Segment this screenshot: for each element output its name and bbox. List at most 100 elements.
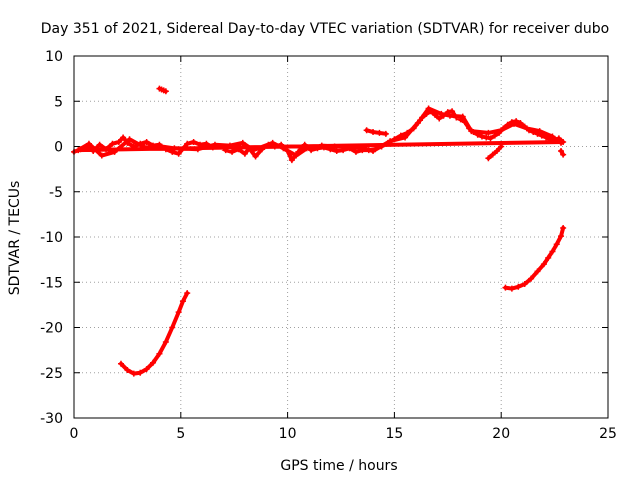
data-point xyxy=(126,136,133,143)
data-point xyxy=(301,141,308,148)
data-point xyxy=(402,134,409,141)
y-tick-label: -5 xyxy=(49,185,63,201)
data-point xyxy=(365,147,372,154)
data-point xyxy=(331,143,338,150)
y-tick-label: 10 xyxy=(45,49,63,65)
data-point xyxy=(555,135,562,142)
y-axis-label: SDTVAR / TECUs xyxy=(7,181,23,296)
data-point xyxy=(90,148,97,155)
data-point xyxy=(485,129,492,136)
data-point xyxy=(252,153,259,160)
data-point xyxy=(308,147,315,154)
data-point xyxy=(340,147,347,154)
data-point xyxy=(280,145,287,152)
data-point xyxy=(417,117,424,124)
data-point xyxy=(517,119,524,126)
data-point xyxy=(314,145,321,152)
data-point xyxy=(203,140,210,147)
data-point xyxy=(534,268,541,275)
axis-ticks: 0 5 10 15 20 25 10 5 0 -5 -10 -15 -20 -25 -30 xyxy=(40,49,617,442)
data-point xyxy=(295,148,302,155)
data-point xyxy=(229,148,236,155)
data-point xyxy=(156,350,163,357)
x-tick-label: 5 xyxy=(176,426,185,442)
data-point xyxy=(226,142,233,149)
data-point xyxy=(489,151,496,158)
data-point xyxy=(278,141,285,148)
data-point xyxy=(235,146,242,153)
x-axis-label: GPS time / hours xyxy=(280,458,397,474)
data-point xyxy=(553,241,560,248)
data-point xyxy=(523,125,530,132)
data-point xyxy=(271,143,278,150)
grid xyxy=(74,56,608,418)
data-point xyxy=(551,137,558,144)
data-point xyxy=(536,128,543,135)
data-point xyxy=(96,141,103,148)
data-point xyxy=(288,157,295,164)
series-trace xyxy=(486,144,504,161)
data-point xyxy=(436,115,443,122)
series-main-band xyxy=(71,105,567,164)
data-point xyxy=(284,148,291,155)
data-point xyxy=(511,120,518,127)
data-point xyxy=(560,224,567,231)
data-point xyxy=(397,132,404,139)
data-point xyxy=(538,132,545,139)
x-tick-label: 25 xyxy=(599,426,617,442)
data-point xyxy=(540,261,547,268)
data-point xyxy=(239,139,246,146)
data-point xyxy=(530,129,537,136)
data-point xyxy=(150,359,157,366)
data-points xyxy=(71,85,567,377)
data-point xyxy=(117,360,124,367)
y-tick-label: -30 xyxy=(40,411,63,427)
data-point xyxy=(468,128,475,135)
data-point xyxy=(158,143,165,150)
data-point xyxy=(370,148,377,155)
data-point xyxy=(376,129,383,136)
data-point xyxy=(103,146,110,153)
data-point xyxy=(175,150,182,157)
data-point xyxy=(216,143,223,150)
data-point xyxy=(269,139,276,146)
data-point xyxy=(190,138,197,145)
data-point xyxy=(293,152,300,159)
y-tick-label: -20 xyxy=(40,321,63,337)
data-point xyxy=(521,281,528,288)
data-point xyxy=(498,143,505,150)
data-point xyxy=(197,141,204,148)
data-point xyxy=(184,290,191,297)
data-point xyxy=(444,109,451,116)
data-point xyxy=(169,148,176,155)
data-point xyxy=(130,143,137,150)
series-trace xyxy=(364,128,388,136)
y-tick-label: -10 xyxy=(40,230,63,246)
y-tick-label: 0 xyxy=(54,140,63,156)
data-point xyxy=(498,127,505,134)
data-point xyxy=(357,144,364,151)
data-point xyxy=(363,127,370,134)
data-point xyxy=(431,111,438,118)
data-point xyxy=(124,139,131,146)
series-late-dip xyxy=(485,143,505,162)
data-point xyxy=(487,135,494,142)
data-point xyxy=(162,146,169,153)
data-point xyxy=(318,142,325,149)
data-point xyxy=(143,138,150,145)
data-point xyxy=(491,132,498,139)
data-point xyxy=(453,114,460,121)
data-point xyxy=(222,147,229,154)
data-point xyxy=(344,144,351,151)
data-point xyxy=(303,145,310,152)
data-point xyxy=(378,143,385,150)
data-point xyxy=(250,147,257,154)
y-tick-label: -25 xyxy=(40,366,63,382)
data-point xyxy=(141,144,148,151)
data-point xyxy=(109,140,116,147)
data-point xyxy=(162,88,169,95)
data-point xyxy=(387,138,394,145)
x-tick-label: 20 xyxy=(492,426,510,442)
data-point xyxy=(169,324,176,331)
